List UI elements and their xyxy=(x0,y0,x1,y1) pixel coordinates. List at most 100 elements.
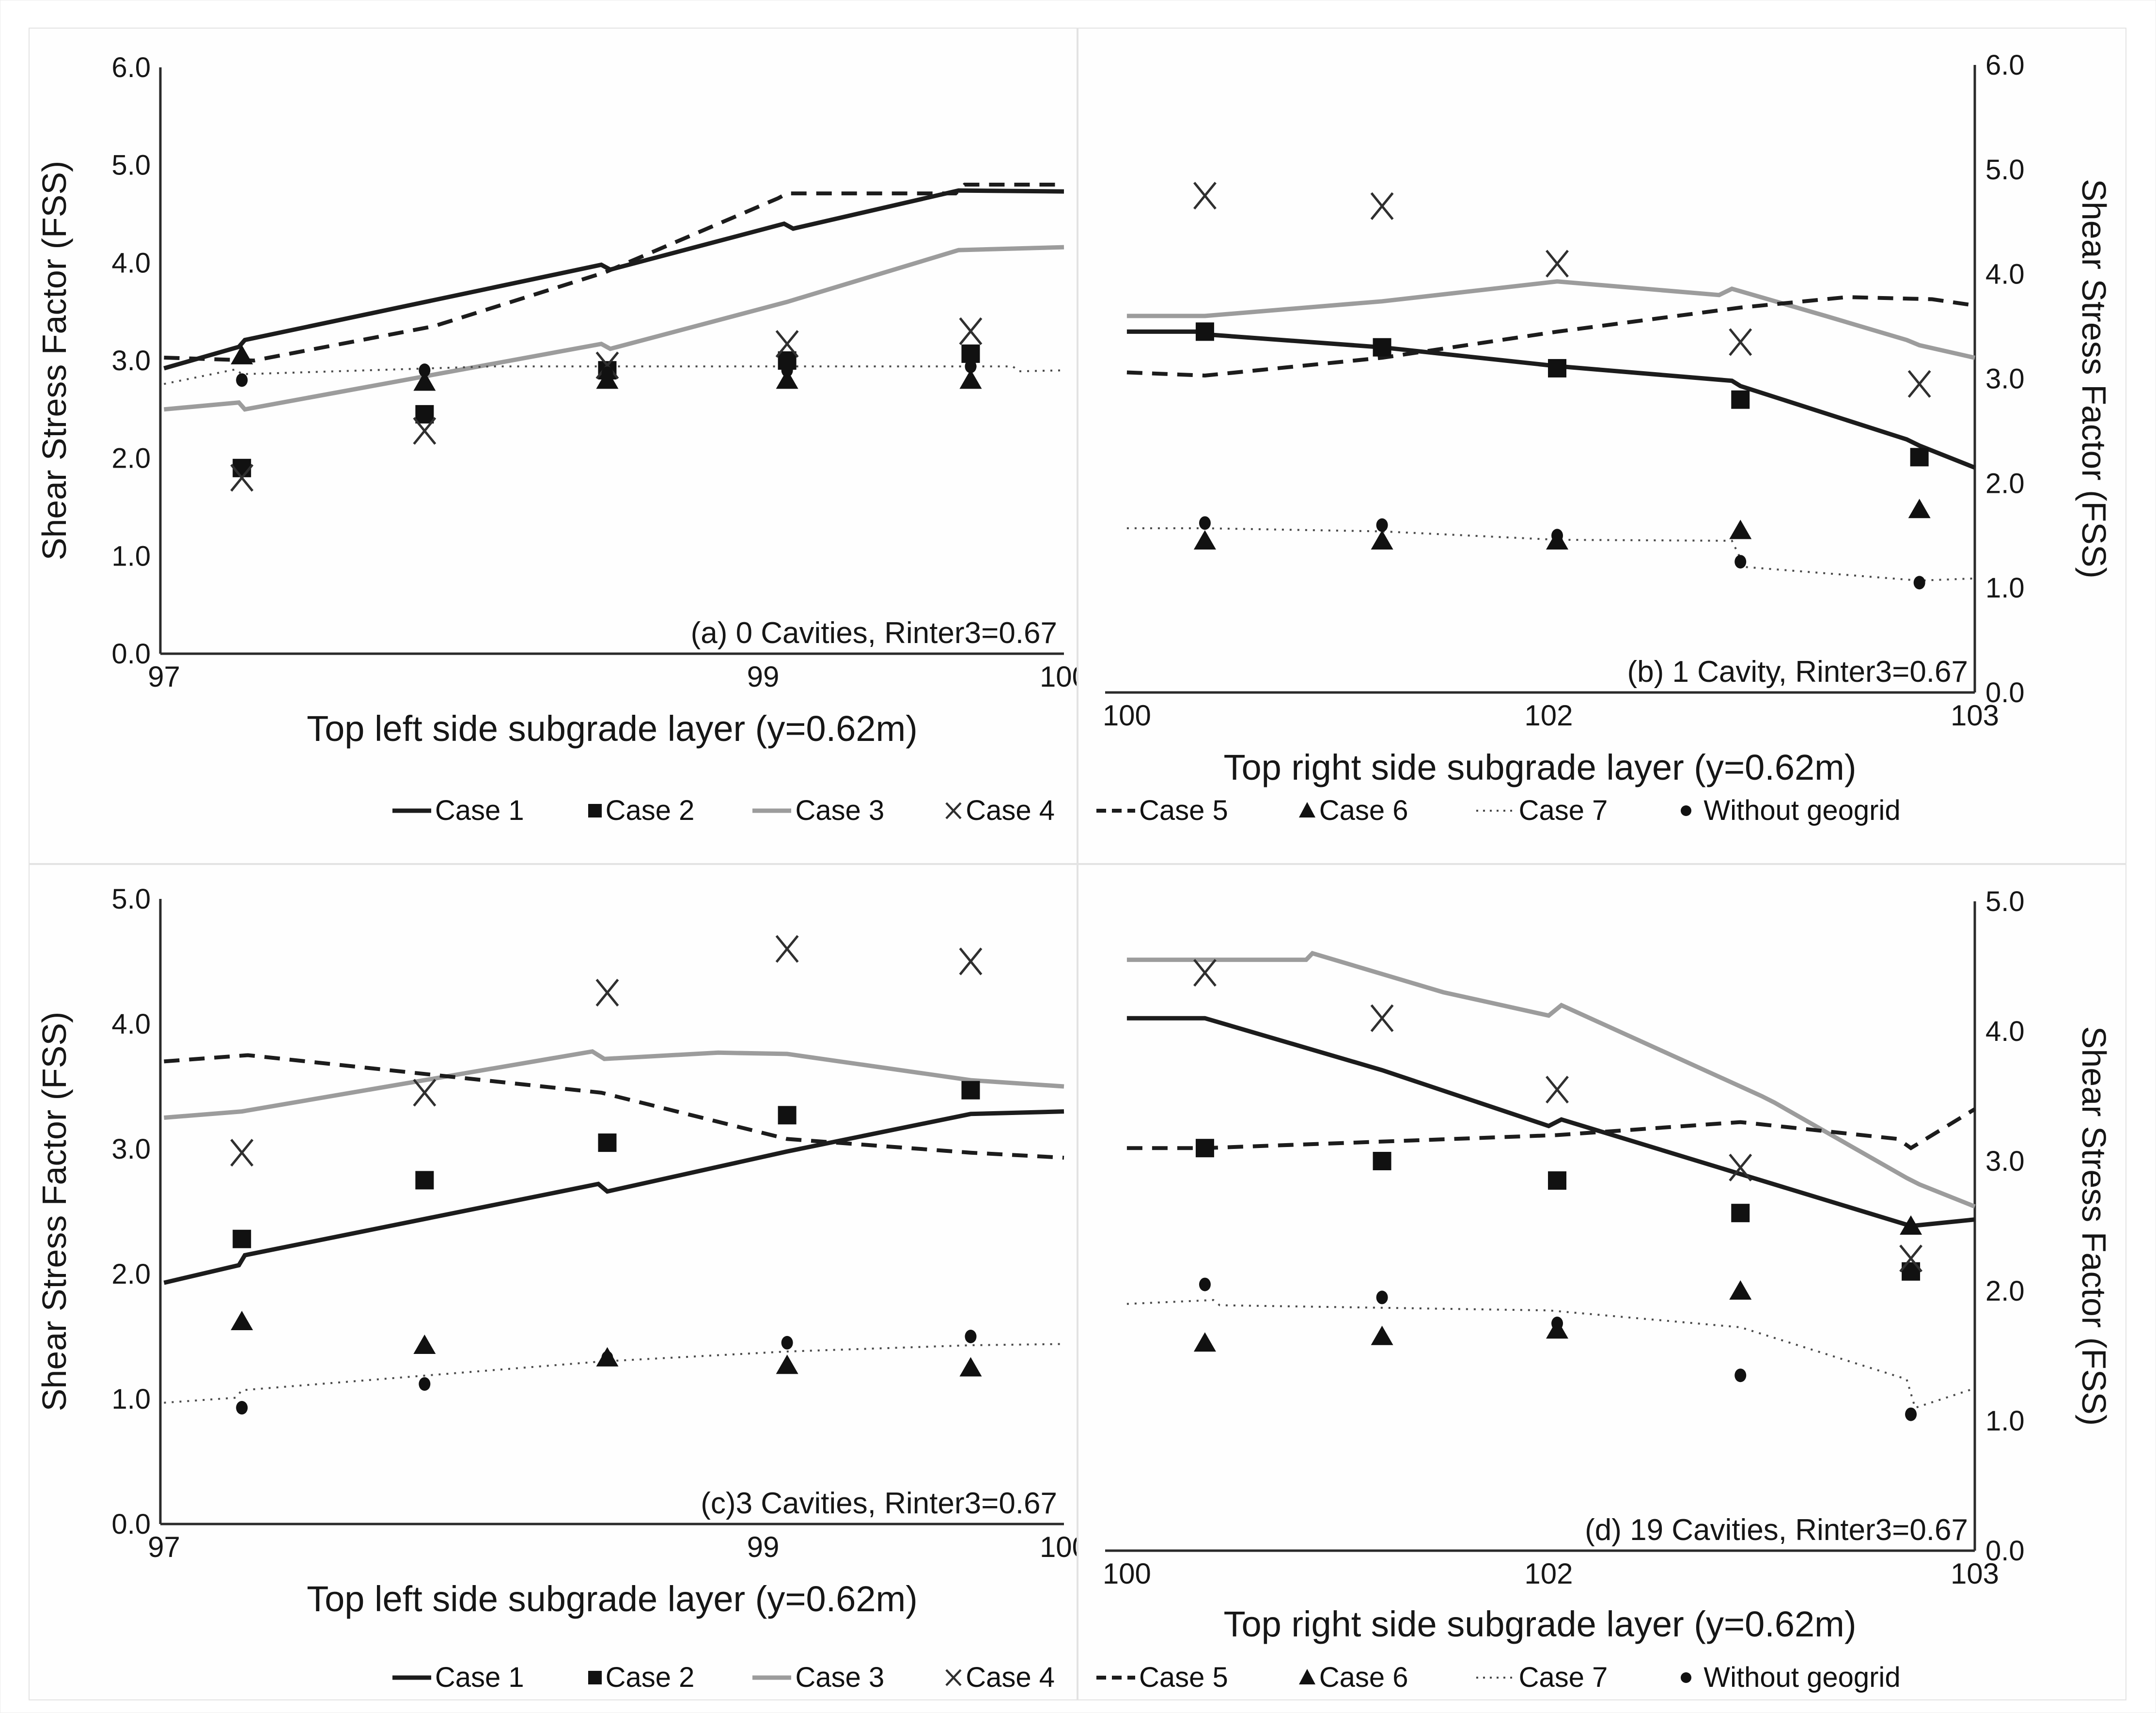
y-tick-label-4.0: 4.0 xyxy=(111,1008,151,1040)
legend-label: Case 2 xyxy=(605,1662,695,1693)
y-tick-label-3.0: 3.0 xyxy=(1985,1146,2025,1177)
legend-item-case-2: Case 2 xyxy=(581,1661,695,1694)
without-geogrid-markers xyxy=(236,1330,977,1415)
legend-item-case-6: Case 6 xyxy=(1295,1661,1408,1694)
x-tick-label-100: 100 xyxy=(1103,1557,1151,1590)
legend-label: Case 1 xyxy=(435,1662,524,1693)
legend-label: Case 4 xyxy=(966,795,1055,826)
solid-gray-swatch-icon xyxy=(752,808,792,813)
dotted-gray-swatch-icon xyxy=(1476,809,1515,812)
legend-label: Without geogrid xyxy=(1703,795,1901,826)
legend-label: Case 6 xyxy=(1319,1662,1408,1693)
case-7-line xyxy=(1126,1299,1975,1409)
case-5-line xyxy=(1126,295,1975,378)
legend-label: Case 2 xyxy=(605,795,695,826)
legend-item-case-2: Case 2 xyxy=(581,794,695,827)
x-tick-label-97: 97 xyxy=(148,1531,180,1563)
x-tick-label-100: 100 xyxy=(1103,699,1151,732)
panel-caption-b: (b) 1 Cavity, Rinter3=0.67 xyxy=(1627,655,1968,689)
legend-item-case-7: Case 7 xyxy=(1475,1661,1608,1694)
y-tick-label-4.0: 4.0 xyxy=(1985,259,2025,290)
chart-d: 0.0 1.0 2.0 3.0 4.0 5.0 100 102 103 Top right sid… xyxy=(1103,886,2113,1644)
legend-c: Case 1 Case 2 Case 3 Case 4 xyxy=(30,1661,1077,1694)
solid-gray-swatch-icon xyxy=(752,1675,792,1680)
x-tick-label-99: 99 xyxy=(747,660,780,693)
case-2-markers xyxy=(233,1081,980,1248)
legend-item-case-6: Case 6 xyxy=(1295,794,1408,827)
y-tick-label-6.0: 6.0 xyxy=(1985,49,2025,81)
panel-d: 0.0 1.0 2.0 3.0 4.0 5.0 100 102 103 Top right sid… xyxy=(1078,864,2126,1700)
x-tick-label-100: 100 xyxy=(1040,660,1078,693)
y-tick-label-1.0: 1.0 xyxy=(111,540,151,572)
legend-b: Case 5 Case 6 Case 7 Without geogrid xyxy=(1078,794,2125,827)
chart-a: 0.0 1.0 2.0 3.0 4.0 5.0 6.0 97 99 100 Top left sid… xyxy=(35,52,1078,749)
x-tick-label-99: 99 xyxy=(747,1531,780,1563)
y-tick-label-5.0: 5.0 xyxy=(1985,886,2025,917)
y-tick-label-1.0: 1.0 xyxy=(1985,1405,2025,1437)
legend-item-case-7: Case 7 xyxy=(1475,794,1608,827)
y-tick-label-4.0: 4.0 xyxy=(111,247,151,279)
chart-c: 0.0 1.0 2.0 3.0 4.0 5.0 97 99 100 Top left side s… xyxy=(35,883,1078,1619)
legend-item-case-3: Case 3 xyxy=(751,794,884,827)
y-tick-label-6.0: 6.0 xyxy=(111,52,151,83)
case-5-line xyxy=(164,1053,1064,1160)
solid-black-swatch-icon xyxy=(392,808,431,813)
x-tick-label-103: 103 xyxy=(1951,699,1999,732)
case-3-line xyxy=(1126,951,1976,1209)
case-2-markers xyxy=(1195,322,1929,467)
y-tick-label-0.0: 0.0 xyxy=(1985,1535,2025,1567)
case-7-line xyxy=(1126,527,1975,582)
x-axis-title: Top right side subgrade layer (y=0.62m) xyxy=(1224,1604,1857,1644)
square-swatch-icon xyxy=(588,803,602,817)
dashed-black-swatch-icon xyxy=(1096,1675,1135,1680)
y-tick-label-3.0: 3.0 xyxy=(111,1133,151,1165)
panel-caption-d: (d) 19 Cavities, Rinter3=0.67 xyxy=(1585,1513,1968,1547)
x-axis-title: Top left side subgrade layer (y=0.62m) xyxy=(307,1579,918,1619)
y-tick-label-2.0: 2.0 xyxy=(1985,468,2025,499)
dot-swatch-icon xyxy=(1681,805,1692,816)
panel-caption-a: (a) 0 Cavities, Rinter3=0.67 xyxy=(691,616,1057,650)
legend-label: Case 3 xyxy=(795,795,885,826)
case-1-line xyxy=(163,1109,1064,1285)
x-axis-title: Top left side subgrade layer (y=0.62m) xyxy=(307,708,918,749)
without-geogrid-markers xyxy=(236,360,977,387)
x-tick-label-100: 100 xyxy=(1040,1531,1078,1563)
legend-label: Case 1 xyxy=(435,795,524,826)
y-tick-label-2.0: 2.0 xyxy=(1985,1275,2025,1307)
y-tick-label-3.0: 3.0 xyxy=(111,345,151,377)
panel-c: 0.0 1.0 2.0 3.0 4.0 5.0 97 99 100 Top left side s… xyxy=(29,864,1078,1700)
y-axis-title: Shear Stress Factor (FSS) xyxy=(2075,1026,2113,1426)
legend-item-without-geogrid: Without geogrid xyxy=(1674,1661,1901,1694)
y-tick-label-5.0: 5.0 xyxy=(1985,154,2025,186)
dotted-gray-swatch-icon xyxy=(1476,1676,1515,1679)
case-1-line xyxy=(1126,1016,1975,1228)
case-4-markers xyxy=(230,935,983,1167)
legend-item-case-4: Case 4 xyxy=(941,1661,1055,1694)
y-tick-label-4.0: 4.0 xyxy=(1985,1016,2025,1047)
y-axis-title: Shear Stress Factor (FSS) xyxy=(2075,179,2113,579)
y-tick-label-2.0: 2.0 xyxy=(111,1258,151,1290)
case-1-line xyxy=(163,188,1064,371)
x-swatch-icon xyxy=(945,1668,962,1686)
case-4-markers xyxy=(230,317,983,492)
legend-label: Case 7 xyxy=(1518,1662,1608,1693)
case-4-markers xyxy=(1193,182,1931,398)
case-3-line xyxy=(1126,279,1975,360)
legend-item-case-5: Case 5 xyxy=(1095,1661,1228,1694)
x-tick-label-102: 102 xyxy=(1524,1557,1573,1590)
case-6-markers xyxy=(231,1311,982,1377)
y-tick-label-1.0: 1.0 xyxy=(1985,572,2025,604)
chart-b: 0.0 1.0 2.0 3.0 4.0 5.0 6.0 100 102 103 Top right … xyxy=(1103,49,2113,787)
panel-a: 0.0 1.0 2.0 3.0 4.0 5.0 6.0 97 99 100 Top left sid… xyxy=(29,28,1078,864)
x-tick-label-97: 97 xyxy=(148,660,180,693)
y-tick-label-3.0: 3.0 xyxy=(1985,363,2025,395)
legend-label: Case 3 xyxy=(795,1662,885,1693)
case-3-line xyxy=(164,1049,1064,1120)
y-tick-label-0.0: 0.0 xyxy=(1985,677,2025,708)
panel-grid: 0.0 1.0 2.0 3.0 4.0 5.0 6.0 97 99 100 Top left sid… xyxy=(29,28,2127,1700)
legend-item-case-4: Case 4 xyxy=(941,794,1055,827)
case-6-markers xyxy=(1193,499,1931,550)
case-7-line xyxy=(164,1343,1064,1404)
x-tick-label-103: 103 xyxy=(1951,1557,1999,1590)
y-tick-label-5.0: 5.0 xyxy=(111,150,151,181)
